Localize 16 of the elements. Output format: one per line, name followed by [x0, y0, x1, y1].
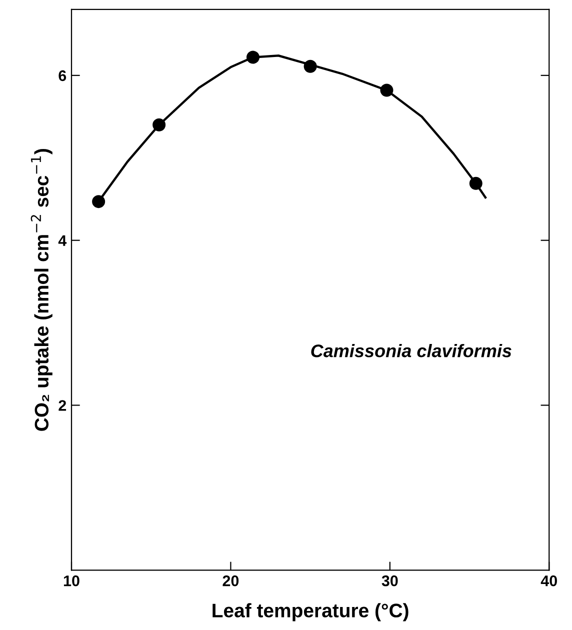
point [92, 195, 106, 208]
y-tick-label: 2 [58, 400, 66, 411]
x-tick-label: 10 [64, 575, 80, 586]
point [246, 50, 260, 64]
point [469, 176, 482, 190]
annotation: Camissonia claviformis [311, 344, 512, 358]
y-axis-title: CO₂ uptake (nmol cm$^{−2}$ sec$^{−1}$) [30, 149, 52, 431]
x-axis-title: Leaf temperature (°C) [212, 603, 408, 622]
x-tick-label: 40 [540, 575, 557, 586]
y-tick-label: 4 [58, 235, 67, 246]
x-tick-label: 20 [222, 575, 239, 586]
point [380, 84, 394, 97]
point [152, 118, 166, 132]
y-tick-label: 6 [58, 70, 66, 82]
x-tick-label: 30 [382, 575, 398, 586]
point [304, 60, 317, 73]
